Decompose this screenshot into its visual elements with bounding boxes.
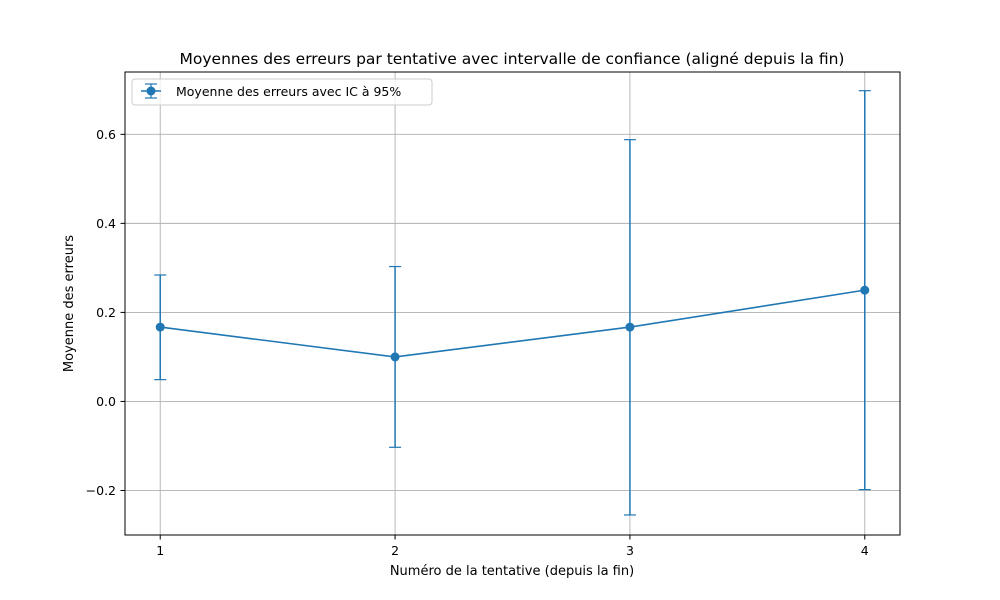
axis-ticks: 1 2 3 4 −0.2 0.0 0.2 0.4 0.6 <box>86 127 869 558</box>
series-line <box>160 289 865 358</box>
x-tick-label: 2 <box>391 543 399 558</box>
x-tick-label: 3 <box>626 543 634 558</box>
data-point <box>390 352 400 362</box>
chart-title: Moyennes des erreurs par tentative avec … <box>180 50 845 68</box>
x-tick-label: 4 <box>861 543 869 558</box>
data-series <box>154 90 871 516</box>
y-tick-label: 0.2 <box>96 305 116 320</box>
plot-area-frame <box>124 71 901 536</box>
legend: Moyenne des erreurs avec IC à 95% <box>131 78 433 106</box>
x-tick-label: 1 <box>156 543 164 558</box>
legend-label: Moyenne des erreurs avec IC à 95% <box>176 84 401 99</box>
y-tick-label: 0.6 <box>96 127 116 142</box>
data-point <box>155 322 165 332</box>
legend-marker <box>146 86 156 96</box>
y-tick-label: 0.4 <box>96 216 116 231</box>
y-tick-label: −0.2 <box>86 483 116 498</box>
x-axis-label: Numéro de la tentative (depuis la fin) <box>390 564 634 579</box>
data-point <box>860 285 870 295</box>
data-point <box>625 322 635 332</box>
y-axis-label: Moyenne des erreurs <box>62 235 77 372</box>
legend-box <box>131 78 433 106</box>
y-tick-label: 0.0 <box>96 394 116 409</box>
